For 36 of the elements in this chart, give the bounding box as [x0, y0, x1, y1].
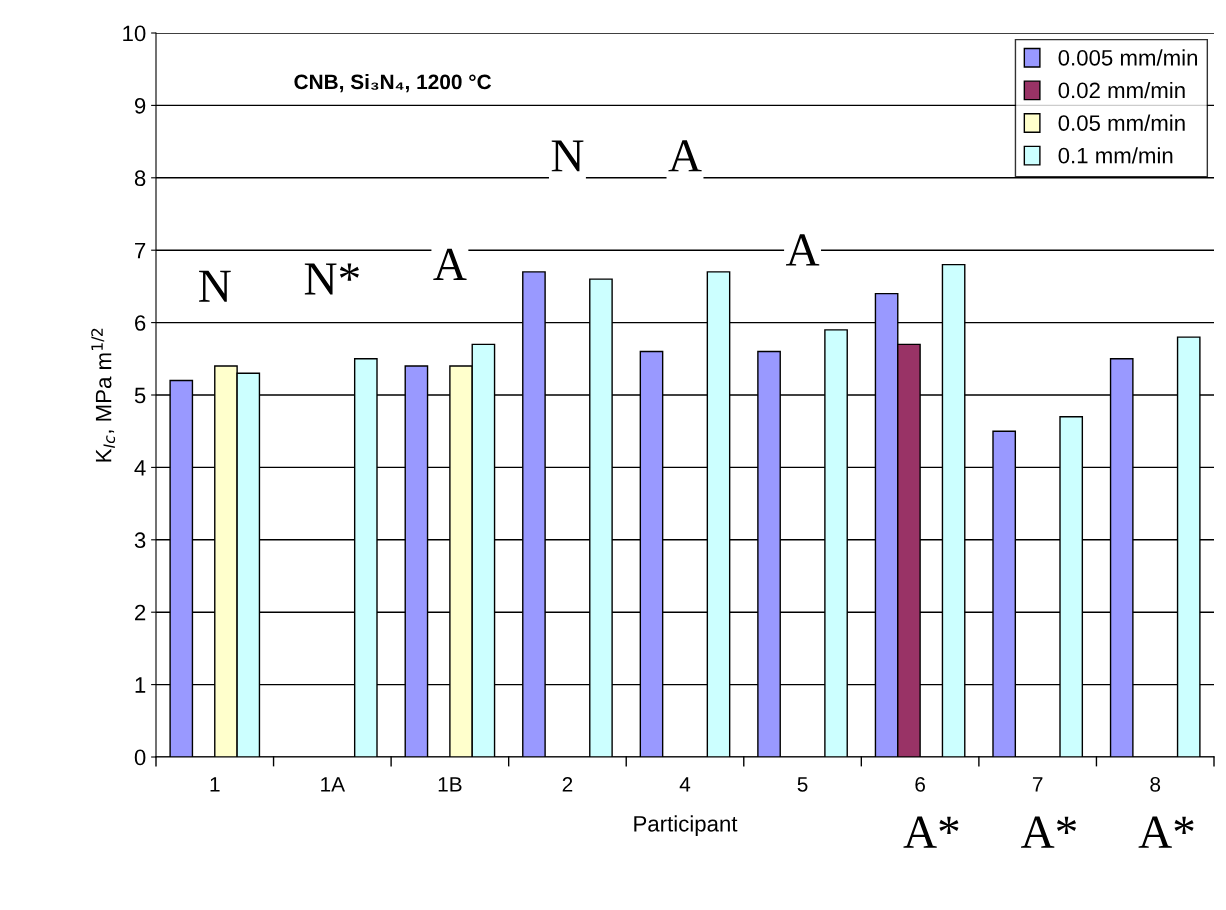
annotation: N* [304, 263, 359, 295]
annotation: N [199, 270, 231, 302]
x-tick-label: 2 [562, 776, 573, 792]
x-tick-label: 1 [210, 777, 220, 792]
y-tick-label: 7 [135, 242, 146, 259]
text: A* [1021, 816, 1077, 848]
annotation: N [551, 140, 584, 172]
y-axis-title: K$_{Ic}$, MPa m$^{1/2}$ [91, 328, 116, 462]
x-tick-label: 7 [1032, 777, 1043, 792]
y-tick-label: 5 [134, 387, 146, 404]
annotation: A [785, 234, 820, 266]
text: A* [903, 816, 959, 848]
x-tick-label: 6 [915, 776, 925, 792]
y-tick-label: 8 [134, 170, 146, 187]
text: CNB, Si₃N₄, 1200 °C [294, 73, 492, 93]
annotation: A [668, 140, 702, 172]
y-tick-label: 10 [123, 25, 146, 42]
y-tick-label: 6 [135, 315, 146, 331]
annotation: A [433, 248, 467, 280]
x-axis-title: Participant [634, 815, 738, 837]
y-tick-label: 4 [134, 460, 146, 476]
legend-label: 0.005 mm/min [1058, 49, 1198, 66]
legend-label: 0.05 mm/min [1058, 114, 1185, 131]
legend-label: 0.1 mm/min [1058, 147, 1173, 164]
x-tick-label: 5 [797, 777, 808, 792]
x-tick-label: 1A [321, 777, 346, 792]
text: A* [1138, 816, 1194, 848]
y-tick-label: 1 [135, 677, 146, 693]
y-tick-label: 3 [134, 532, 146, 549]
y-tick-label: 9 [134, 97, 146, 114]
y-tick-label: 0 [134, 749, 146, 766]
x-tick-label: 1B [438, 777, 462, 792]
legend-label: 0.02 mm/min [1058, 81, 1185, 99]
y-tick-label: 2 [135, 604, 146, 621]
x-tick-label: 4 [679, 777, 691, 792]
x-tick-label: 8 [1150, 776, 1161, 792]
